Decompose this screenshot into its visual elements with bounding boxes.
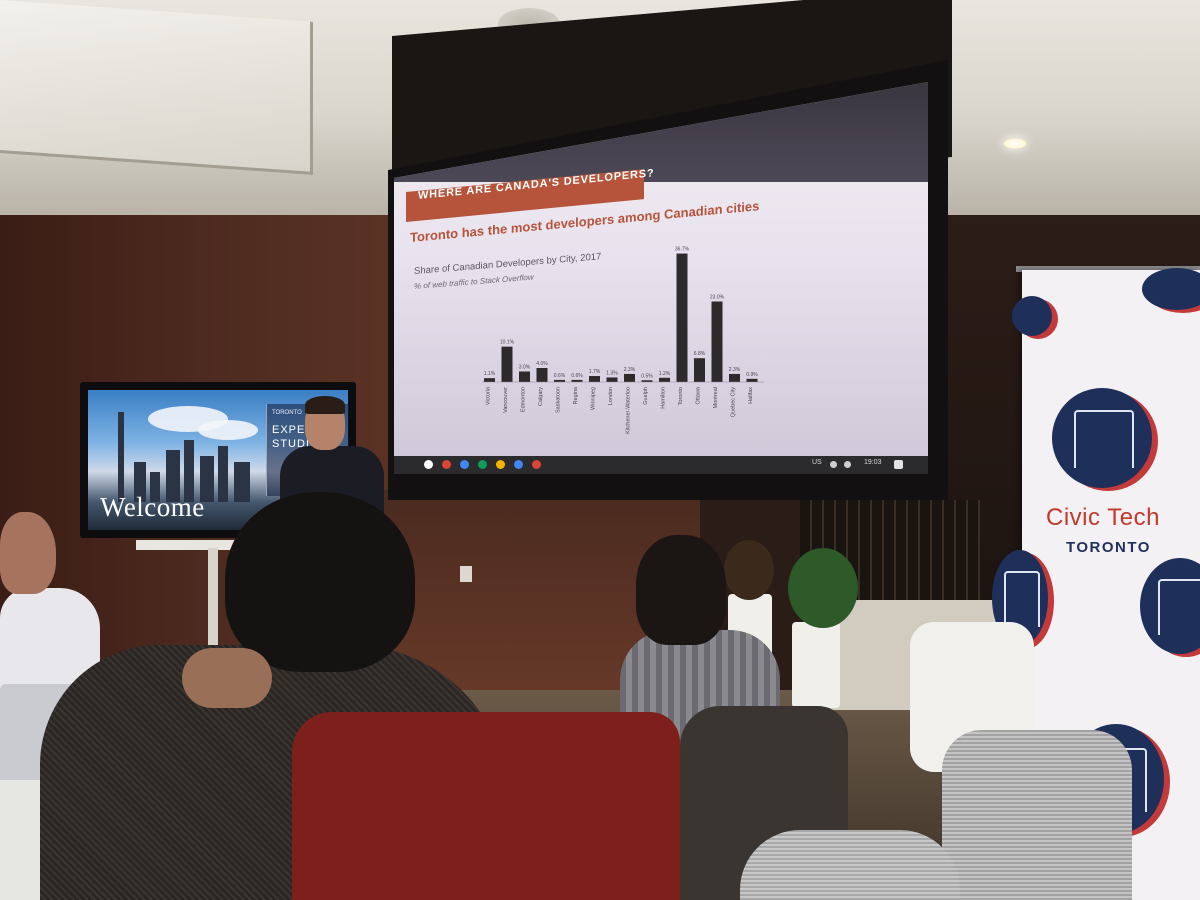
data-label: 0.9% [746,372,758,378]
data-label: 4.0% [536,361,548,367]
bar-london [606,377,618,382]
building [218,446,228,502]
attendee-foreground-hair [225,492,415,672]
bar-saskatoon [554,379,565,382]
bar-guelph [641,380,653,382]
taskbar-clock[interactable]: 19:03 [864,459,882,466]
app-icon[interactable] [496,460,505,469]
data-label: 0.5% [641,373,653,379]
bar-chart: 1.1% Victoria 10.1% Vancouver 3.0% Edmonton 4.… [482,247,764,434]
bar-calgary [536,368,548,382]
light-switch [460,566,472,582]
bar-winnipeg [589,376,600,382]
category-label: Calgary [538,387,544,406]
data-label: 10.1% [500,340,515,346]
bar-toronto [676,253,688,382]
podium [136,540,248,550]
tv-welcome-text: Welcome [100,492,205,522]
mesh-chair [942,730,1132,900]
app-icon[interactable] [532,460,541,469]
civic-tech-logo [1142,268,1200,310]
category-label: Kitchener-Waterloo [626,387,632,434]
banner-toronto-text: TORONTO [1066,539,1151,556]
data-label: 1.7% [589,369,601,375]
tv-heading-line1: EXPER [272,424,315,436]
building [184,440,194,502]
data-label: 23.0% [710,295,725,301]
category-label: Toronto [678,387,684,405]
cn-tower [118,412,124,502]
battery-icon[interactable] [844,461,851,468]
category-label: Vancouver [503,387,509,413]
planter [792,622,840,708]
building [200,456,214,502]
data-label: 1.2% [659,371,671,377]
building [166,450,180,502]
data-label: 0.6% [571,373,583,379]
civic-tech-logo [1140,558,1200,654]
taskbar-locale[interactable]: US [812,459,822,466]
data-label: 1.3% [606,370,618,376]
wifi-icon[interactable] [830,461,837,468]
banner-pole [1016,266,1200,272]
data-label: 3.0% [519,365,531,371]
podium-leg [208,548,218,658]
category-label: Quebec City [731,387,737,418]
bar-kitchener-waterloo [624,373,635,382]
presenter-hair [305,396,345,414]
data-label: 2.3% [624,367,636,373]
mesh-chair [740,830,960,900]
ceiling-light [1003,138,1027,149]
bar-halifax [746,378,758,382]
avatar[interactable] [894,460,903,469]
cloud [198,420,258,440]
os-taskbar: US 19:03 [394,456,928,474]
building [134,462,146,502]
data-label: 0.6% [554,373,566,379]
category-label: Ottawa [696,386,702,404]
category-label: Halifax [748,387,754,404]
attendee-foreground-arm [182,648,272,708]
data-label: 36.7% [675,247,690,253]
plant [724,540,774,600]
building [234,462,250,502]
attendee-left-head [0,512,56,594]
bar-montreal [711,301,723,382]
category-label: Winnipeg [591,387,597,410]
bar-regina [571,379,583,382]
app-icon[interactable] [478,460,487,469]
civic-tech-logo [1012,296,1052,336]
attendee-right-head [636,535,726,645]
bar-ottawa [694,358,705,382]
bar-victoria [484,378,495,382]
data-label: 6.8% [694,351,706,357]
bar-edmonton [519,371,530,382]
tv-small-text: TORONTO [272,410,302,416]
data-label: 2.3% [729,367,741,373]
bar-vancouver [501,346,513,382]
category-label: Hamilton [661,387,667,409]
category-label: Guelph [643,387,649,405]
files-icon[interactable] [460,460,469,469]
category-label: Edmonton [521,387,527,412]
launcher-icon[interactable] [424,460,433,469]
app-icon[interactable] [514,460,523,469]
ceiling-panel [0,0,313,175]
chrome-icon[interactable] [442,460,451,469]
building [150,472,160,502]
category-label: London [608,387,614,405]
red-jacket-chair [292,712,680,900]
civic-tech-logo [1052,388,1152,488]
category-label: Saskatoon [556,387,562,413]
plant [788,548,858,628]
bar-hamilton [659,377,670,382]
category-label: Regina [573,386,579,404]
bar-quebec-city [729,373,740,382]
category-label: Victoria [486,386,492,405]
data-label: 1.1% [484,371,496,377]
category-label: Montreal [713,387,719,408]
banner-civic-tech-text: Civic Tech [1046,504,1160,531]
